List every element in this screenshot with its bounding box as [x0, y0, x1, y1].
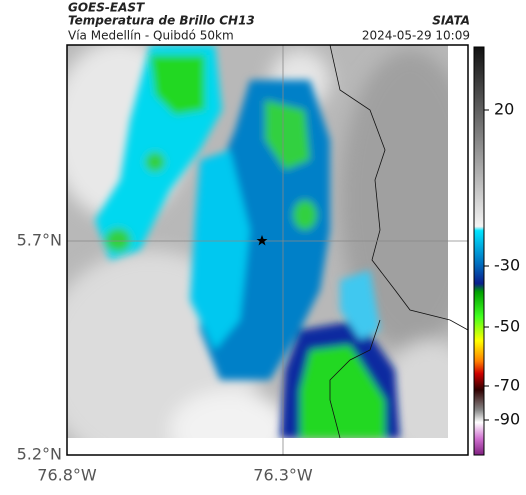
lat-tick-label: 5.7°N — [17, 231, 62, 250]
title: GOES-EAST — [68, 1, 145, 15]
colorbar-tick-label: 20 — [494, 100, 514, 119]
lat-tick-label: 5.2°N — [17, 445, 62, 464]
lon-tick-label: 76.8°W — [37, 466, 97, 485]
colorbar-tick-label: -70 — [494, 376, 520, 395]
map-frame — [66, 44, 469, 456]
source: SIATA — [432, 14, 470, 28]
colorbar-tick-label: -90 — [494, 410, 520, 429]
route: Vía Medellín - Quibdó 50km — [68, 29, 234, 43]
subtitle: Temperatura de Brillo CH13 — [68, 14, 255, 28]
colorbar-tick-label: -30 — [494, 256, 520, 275]
colorbar-tick-label: -50 — [494, 317, 520, 336]
satellite-image — [67, 45, 468, 455]
timestamp: 2024-05-29 10:09 — [362, 29, 470, 43]
colorbar-ticks: 20 -30 -50 -70 -90 — [484, 100, 520, 429]
lon-tick-label: 76.3°W — [253, 466, 313, 485]
colorbar — [473, 46, 485, 456]
